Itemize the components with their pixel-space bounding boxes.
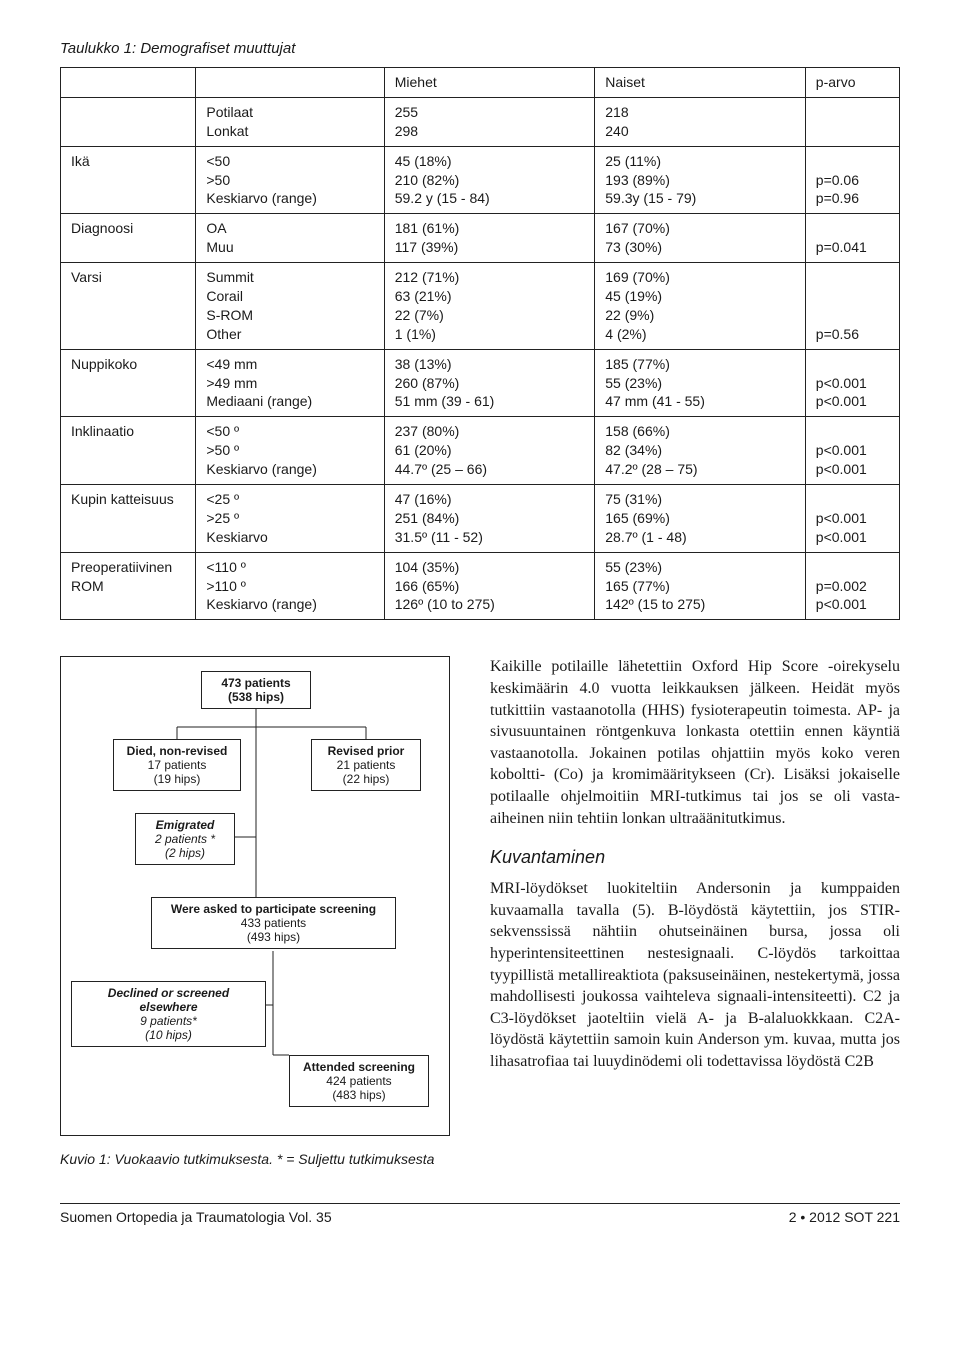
paragraph-2: MRI-löydökset luokiteltiin Andersonin ja…	[490, 878, 900, 1072]
table-cell: 255298	[384, 97, 595, 146]
table-cell: <50>50Keskiarvo (range)	[196, 146, 384, 214]
table-cell: 45 (18%)210 (82%)59.2 y (15 - 84)	[384, 146, 595, 214]
table-cell: 169 (70%)45 (19%)22 (9%)4 (2%)	[595, 263, 806, 350]
flow-box-declined: Declined or screened elsewhere 9 patient…	[71, 981, 266, 1047]
table-row: Ikä<50>50Keskiarvo (range)45 (18%)210 (8…	[61, 146, 900, 214]
table-row: Nuppikoko<49 mm>49 mmMediaani (range)38 …	[61, 349, 900, 417]
table-cell: Kupin katteisuus	[61, 485, 196, 553]
footer-left: Suomen Ortopedia ja Traumatologia Vol. 3…	[60, 1209, 332, 1225]
table-cell: 75 (31%)165 (69%)28.7º (1 - 48)	[595, 485, 806, 553]
table-row: VarsiSummitCorailS-ROMOther212 (71%)63 (…	[61, 263, 900, 350]
table-cell: 25 (11%)193 (89%)59.3y (15 - 79)	[595, 146, 806, 214]
table-cell	[61, 97, 196, 146]
table-cell: Nuppikoko	[61, 349, 196, 417]
flow-text: Emigrated	[142, 818, 228, 832]
flowchart: 473 patients (538 hips) Died, non-revise…	[60, 656, 450, 1136]
paragraph-1: Kaikille potilaille lähetettiin Oxford H…	[490, 656, 900, 829]
table-cell: 218240	[595, 97, 806, 146]
table-row: Inklinaatio<50 º>50 ºKeskiarvo (range)23…	[61, 417, 900, 485]
th-blank2	[196, 68, 384, 98]
table-cell: <110 º>110 ºKeskiarvo (range)	[196, 552, 384, 620]
table-cell: p=0.56	[805, 263, 899, 350]
table-cell: p=0.041	[805, 214, 899, 263]
table-cell: p<0.001p<0.001	[805, 349, 899, 417]
table-cell: 167 (70%)73 (30%)	[595, 214, 806, 263]
flow-text: (19 hips)	[120, 772, 234, 786]
table-cell: Varsi	[61, 263, 196, 350]
flow-text: (22 hips)	[318, 772, 414, 786]
flow-box-died: Died, non-revised 17 patients (19 hips)	[113, 739, 241, 791]
table-cell: Ikä	[61, 146, 196, 214]
flow-text: 17 patients	[120, 758, 234, 772]
flow-text: (10 hips)	[78, 1028, 259, 1042]
flow-text: 21 patients	[318, 758, 414, 772]
table-cell: <25 º>25 ºKeskiarvo	[196, 485, 384, 553]
flow-text: 433 patients	[158, 916, 389, 930]
th-blank1	[61, 68, 196, 98]
flow-text: (2 hips)	[142, 846, 228, 860]
flow-text: (538 hips)	[208, 690, 304, 704]
flow-text: Were asked to participate screening	[158, 902, 389, 916]
flow-box-total: 473 patients (538 hips)	[201, 671, 311, 709]
th-naiset: Naiset	[595, 68, 806, 98]
flow-text: Died, non-revised	[120, 744, 234, 758]
figure-caption: Kuvio 1: Vuokaavio tutkimuksesta. * = Su…	[60, 1150, 450, 1168]
demographics-table: Miehet Naiset p-arvo PotilaatLonkat25529…	[60, 67, 900, 620]
table-cell: 237 (80%)61 (20%)44.7º (25 – 66)	[384, 417, 595, 485]
table-cell: 38 (13%)260 (87%)51 mm (39 - 61)	[384, 349, 595, 417]
table-cell: PotilaatLonkat	[196, 97, 384, 146]
flow-text: (493 hips)	[158, 930, 389, 944]
flow-text: 9 patients*	[78, 1014, 259, 1028]
table-cell: <50 º>50 ºKeskiarvo (range)	[196, 417, 384, 485]
table-cell	[805, 97, 899, 146]
flow-box-emigrated: Emigrated 2 patients * (2 hips)	[135, 813, 235, 865]
table-cell: <49 mm>49 mmMediaani (range)	[196, 349, 384, 417]
footer-right: 2 • 2012 SOT 221	[789, 1209, 900, 1225]
flow-box-attended: Attended screening 424 patients (483 hip…	[289, 1055, 429, 1107]
table-cell: 104 (35%)166 (65%)126º (10 to 275)	[384, 552, 595, 620]
table-cell: 181 (61%)117 (39%)	[384, 214, 595, 263]
flow-text: Attended screening	[296, 1060, 422, 1074]
table-cell: 47 (16%)251 (84%)31.5º (11 - 52)	[384, 485, 595, 553]
flow-text: 2 patients *	[142, 832, 228, 846]
th-parvo: p-arvo	[805, 68, 899, 98]
table-cell: SummitCorailS-ROMOther	[196, 263, 384, 350]
th-miehet: Miehet	[384, 68, 595, 98]
flow-text: 473 patients	[208, 676, 304, 690]
table-cell: p=0.002p<0.001	[805, 552, 899, 620]
flow-text: Declined or screened elsewhere	[78, 986, 259, 1014]
table-cell: p<0.001p<0.001	[805, 485, 899, 553]
flow-text: 424 patients	[296, 1074, 422, 1088]
table-row: Kupin katteisuus<25 º>25 ºKeskiarvo47 (1…	[61, 485, 900, 553]
flow-text: (483 hips)	[296, 1088, 422, 1102]
table-cell: 212 (71%)63 (21%)22 (7%)1 (1%)	[384, 263, 595, 350]
flow-box-revised: Revised prior 21 patients (22 hips)	[311, 739, 421, 791]
subheading-kuvantaminen: Kuvantaminen	[490, 847, 900, 868]
table-cell: Inklinaatio	[61, 417, 196, 485]
table-row: PotilaatLonkat255298218240	[61, 97, 900, 146]
table-cell: Preoperatiivinen ROM	[61, 552, 196, 620]
table-row: DiagnoosiOAMuu181 (61%)117 (39%)167 (70%…	[61, 214, 900, 263]
table-cell: Diagnoosi	[61, 214, 196, 263]
table-title: Taulukko 1: Demografiset muuttujat	[60, 40, 900, 57]
table-cell: p=0.06p=0.96	[805, 146, 899, 214]
table-cell: 55 (23%)165 (77%)142º (15 to 275)	[595, 552, 806, 620]
table-cell: 158 (66%)82 (34%)47.2º (28 – 75)	[595, 417, 806, 485]
table-cell: OAMuu	[196, 214, 384, 263]
table-cell: p<0.001p<0.001	[805, 417, 899, 485]
page-footer: Suomen Ortopedia ja Traumatologia Vol. 3…	[60, 1203, 900, 1225]
table-cell: 185 (77%)55 (23%)47 mm (41 - 55)	[595, 349, 806, 417]
flow-text: Revised prior	[318, 744, 414, 758]
table-row: Preoperatiivinen ROM<110 º>110 ºKeskiarv…	[61, 552, 900, 620]
flow-box-asked: Were asked to participate screening 433 …	[151, 897, 396, 949]
